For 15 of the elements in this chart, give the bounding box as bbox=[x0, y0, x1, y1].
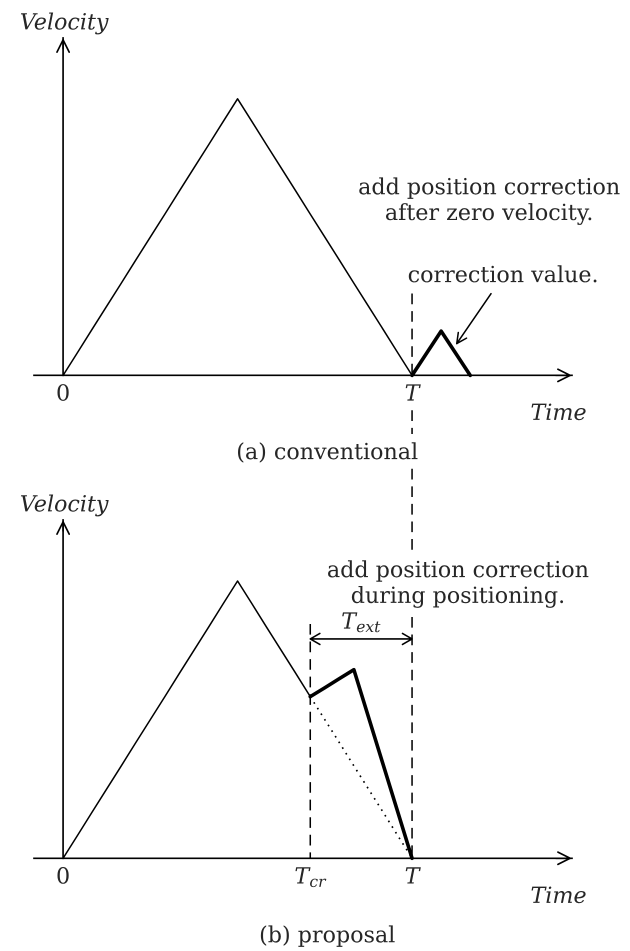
x-tick-label: T$_{cr}$ bbox=[295, 867, 326, 888]
x-axis-title: Time bbox=[532, 886, 586, 904]
x-axis-title: Time bbox=[532, 404, 586, 420]
text: (a) conventional bbox=[238, 442, 418, 463]
annotation: T$_{ext}$ bbox=[342, 612, 380, 632]
x-tick-label: 0 bbox=[57, 384, 69, 401]
y-axis-title: Velocity bbox=[20, 12, 109, 34]
x-tick-label: T bbox=[406, 867, 421, 884]
annotation: add position correction after zero velocity. bbox=[359, 177, 620, 225]
annotation: correction value. bbox=[408, 265, 596, 282]
y-axis-title: Velocity bbox=[20, 494, 109, 516]
x-tick-label: 0 bbox=[57, 867, 69, 884]
text: (b) proposal bbox=[260, 925, 395, 947]
annotation: add position correction during positioning. bbox=[328, 560, 588, 608]
x-tick-label: T bbox=[406, 384, 421, 401]
